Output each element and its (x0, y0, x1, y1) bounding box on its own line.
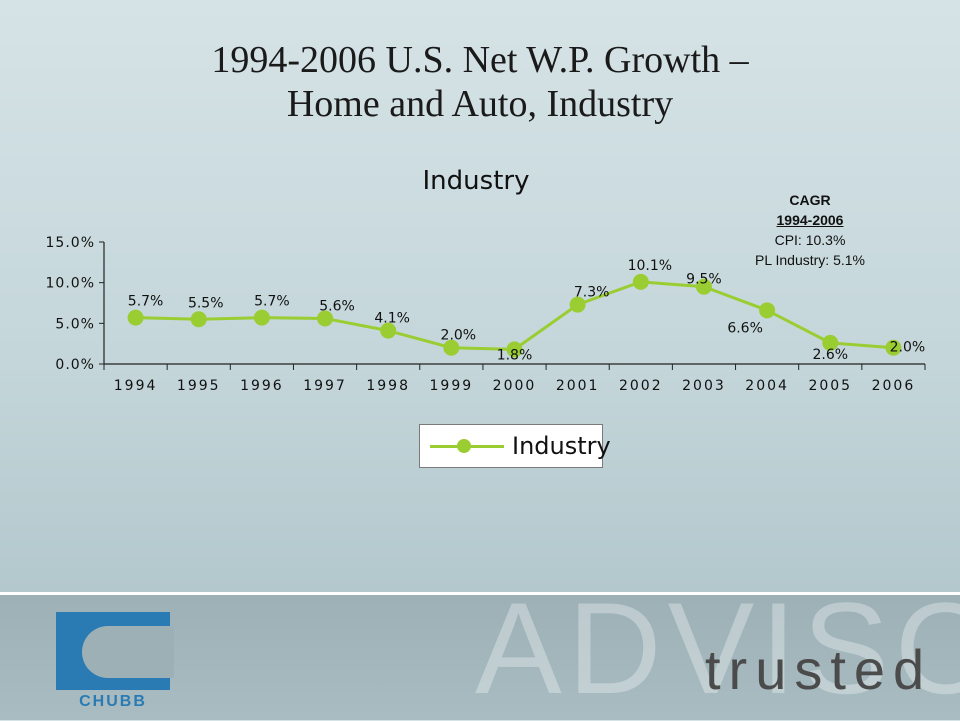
x-tick-label: 1999 (430, 378, 474, 394)
slide-title: 1994-2006 U.S. Net W.P. Growth – Home an… (140, 38, 820, 126)
industry-series-line (135, 280, 894, 351)
data-label-2006: 2.0% (890, 340, 926, 356)
x-tick-label: 1996 (240, 378, 284, 394)
y-tick-label: 5.0% (55, 316, 95, 332)
data-point-2000 (506, 341, 523, 358)
chart-legend: Industry (419, 424, 611, 468)
data-point-2003 (695, 278, 712, 295)
advisors-watermark: ADVISORS (475, 575, 960, 721)
data-point-2006 (885, 339, 902, 356)
data-point-1998 (380, 322, 397, 339)
x-tick-label: 2004 (745, 378, 789, 394)
data-point-1999 (443, 339, 460, 356)
industry-data-labels: 5.7% 5.5% 5.7% 5.6% 4.1% 2.0% 1.8% 7.3% 10.1% 9.5… (128, 258, 925, 364)
data-point-1997 (317, 310, 334, 327)
chart-title: Industry (423, 166, 530, 196)
trusted-tagline: trusted (705, 638, 933, 701)
data-label-1996: 5.7% (254, 294, 290, 310)
slide-title-line-1: 1994-2006 U.S. Net W.P. Growth – (211, 39, 749, 81)
x-tick-label: 2005 (808, 378, 852, 394)
x-tick-label: 1998 (366, 378, 410, 394)
x-tick-label: 2002 (619, 378, 663, 394)
data-point-1996 (253, 309, 270, 326)
y-tick-group: 0.0% 5.0% 10.0% 15.0% (46, 235, 104, 373)
data-label-1994: 5.7% (128, 294, 164, 310)
cagr-annotation: CAGR 1994-2006 CPI: 10.3% PL Industry: 5… (720, 190, 900, 270)
data-label-1997: 5.6% (319, 298, 355, 314)
y-tick-label: 15.0% (46, 235, 95, 251)
chubb-logo-text: CHUBB (79, 693, 147, 710)
x-tick-label: 2000 (493, 378, 537, 394)
data-label-2002: 10.1% (628, 258, 672, 274)
legend-marker-swatch (457, 439, 471, 453)
data-point-2001 (569, 296, 586, 313)
data-label-2001: 7.3% (574, 285, 610, 301)
y-tick-label: 10.0% (46, 276, 95, 292)
x-tick-label: 2001 (556, 378, 600, 394)
cagr-years: 1994-2006 (776, 212, 844, 228)
data-point-2005 (822, 334, 839, 351)
data-label-1995: 5.5% (188, 295, 224, 311)
data-label-2000: 1.8% (497, 347, 533, 363)
footer-divider (0, 592, 960, 595)
legend-label: Industry (512, 432, 611, 460)
data-label-1998: 4.1% (374, 311, 410, 327)
data-label-2003: 9.5% (686, 272, 722, 288)
chubb-logo-c-gap (110, 642, 174, 664)
x-tick-label: 2003 (682, 378, 726, 394)
industry-line-chart: Industry 0.0% 5.0% 10.0% 15.0% 1994 1995 1996… (46, 166, 926, 394)
data-point-2002 (632, 273, 649, 290)
slide-title-line-2: Home and Auto, Industry (286, 83, 674, 125)
data-label-2005: 2.6% (812, 347, 848, 363)
data-point-1995 (190, 311, 207, 328)
cagr-heading: CAGR (789, 192, 831, 208)
x-tick-group: 1994 1995 1996 1997 1998 1999 2000 2001 2002 2003… (103, 364, 926, 394)
cagr-cpi: CPI: 10.3% (774, 232, 846, 248)
cagr-pl-industry: PL Industry: 5.1% (755, 252, 865, 268)
y-tick-label: 0.0% (55, 357, 95, 373)
data-point-1994 (127, 309, 144, 326)
x-tick-label: 2006 (872, 378, 916, 394)
industry-data-points (127, 273, 902, 358)
x-tick-label: 1994 (114, 378, 158, 394)
x-tick-label: 1997 (303, 378, 347, 394)
data-label-1999: 2.0% (441, 328, 477, 344)
data-point-2004 (759, 302, 776, 319)
x-tick-label: 1995 (177, 378, 221, 394)
data-label-2004: 6.6% (727, 320, 763, 336)
